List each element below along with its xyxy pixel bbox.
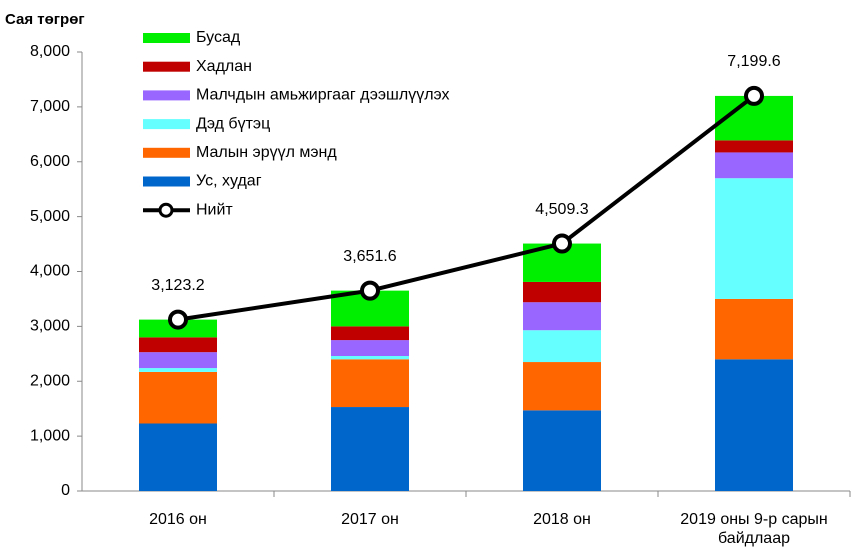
legend-label: Ус, худаг (196, 173, 262, 190)
bar-segment (139, 368, 217, 372)
x-tick-label: 2017 он (341, 511, 399, 528)
x-tick-label: 2018 он (533, 511, 591, 528)
total-line (177, 94, 756, 322)
y-tick-label: 8,000 (30, 43, 70, 60)
bar-segment (331, 359, 409, 408)
y-tick-label: 1,000 (30, 427, 70, 444)
bar-segment (715, 140, 793, 153)
bar-segment (331, 407, 409, 491)
legend-label: Дэд бүтэц (196, 115, 270, 132)
data-label: 4,509.3 (535, 201, 588, 218)
total-marker (744, 85, 764, 106)
legend-swatch (143, 176, 190, 187)
y-tick-label: 0 (61, 482, 70, 499)
legend-swatch (143, 61, 190, 72)
bar-segment (331, 326, 409, 341)
y-tick-label: 2,000 (30, 372, 70, 389)
bar-segment (523, 410, 601, 491)
legend-swatch (143, 147, 190, 158)
legend-label: Малчдын амьжиргааг дээшлүүлэх (196, 87, 450, 104)
data-label: 3,123.2 (151, 277, 204, 294)
bar-segment (139, 352, 217, 369)
bar-segment (715, 178, 793, 299)
data-label: 3,651.6 (343, 248, 396, 265)
bar-segment (523, 330, 601, 363)
y-tick-label: 5,000 (30, 208, 70, 225)
legend-swatch (143, 119, 190, 130)
bar-segment (715, 152, 793, 179)
legend-label: Хадлан (196, 58, 252, 75)
x-tick-label: 2016 он (149, 511, 207, 528)
legend-swatch (143, 33, 190, 43)
bar-segment (523, 281, 601, 303)
data-label: 7,199.6 (727, 53, 780, 70)
legend-label: Нийт (196, 201, 233, 218)
y-axis-label: Сая төгрөг (5, 11, 85, 28)
bar-segment (139, 423, 217, 491)
x-tick-label: 2019 оны 9-р сарын байдлаар (680, 511, 828, 547)
y-tick-label: 7,000 (30, 98, 70, 115)
y-tick-label: 3,000 (30, 318, 70, 335)
total-marker (360, 280, 380, 301)
bar-segment (139, 371, 217, 424)
total-marker (168, 309, 188, 330)
bar-segment (715, 359, 793, 491)
bar-segment (523, 362, 601, 411)
bar-segment (715, 298, 793, 360)
legend-label: Малын эрүүл мэнд (196, 144, 337, 161)
bar-segment (139, 337, 217, 353)
y-tick-label: 6,000 (30, 153, 70, 170)
bar-segment (331, 356, 409, 360)
legend-marker (158, 202, 174, 218)
bar-segment (331, 340, 409, 357)
bar-segment (523, 302, 601, 331)
y-tick-label: 4,000 (30, 263, 70, 280)
total-marker (552, 233, 572, 254)
legend-swatch (143, 90, 190, 101)
legend-label: Бусад (196, 29, 241, 46)
